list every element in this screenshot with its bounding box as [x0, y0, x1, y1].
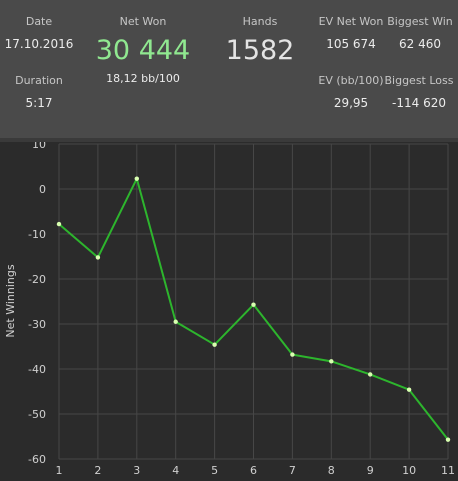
hands-label: Hands	[242, 15, 278, 28]
duration-value: 5:17	[25, 96, 53, 110]
ev-bb100-label: EV (bb/100)	[318, 74, 384, 87]
net-winnings-line-chart: 10 0 -10 -20 -30 -40 -50 -60 1 2 3 4 5 6 7 8 9 10 11 Net …	[4, 138, 456, 477]
panel-divider	[0, 138, 458, 142]
date-label: Date	[25, 15, 53, 28]
y-tick-label: -50	[28, 408, 46, 421]
y-tick-label: -20	[28, 273, 46, 286]
chart-grid	[58, 143, 449, 460]
y-tick-label: -40	[28, 363, 46, 376]
x-tick-label: 8	[328, 464, 335, 477]
y-tick-label: -60	[28, 453, 46, 466]
data-point	[56, 221, 62, 227]
data-point	[368, 372, 373, 377]
biggest-loss-label: Biggest Loss	[384, 74, 454, 87]
x-tick-label: 10	[402, 464, 416, 477]
stats-panel: Date 17.10.2016 Duration 5:17 Net Won 30…	[0, 0, 458, 142]
x-axis-ticks: 1 2 3 4 5 6 7 8 9 10 11	[56, 464, 456, 477]
data-point	[290, 352, 295, 357]
x-tick-label: 11	[441, 464, 455, 477]
duration-label: Duration	[15, 74, 63, 87]
ev-bb100-value: 29,95	[333, 96, 369, 110]
net-won-value: 30 444	[95, 35, 191, 66]
data-point	[329, 359, 334, 364]
x-tick-label: 3	[133, 464, 140, 477]
data-point	[251, 302, 256, 307]
chart-series	[56, 176, 451, 442]
net-won-bb100: 18,12 bb/100	[106, 72, 180, 85]
x-tick-label: 2	[94, 464, 101, 477]
data-point	[406, 387, 412, 392]
data-point	[95, 255, 101, 260]
net-winnings-chart: 10 0 -10 -20 -30 -40 -50 -60 1 2 3 4 5 6 7 8 9 10 11 Net …	[0, 138, 458, 477]
y-axis-label: Net Winnings	[4, 264, 17, 337]
date-value: 17.10.2016	[4, 37, 74, 51]
data-point	[173, 319, 178, 324]
y-tick-label: 10	[32, 142, 46, 151]
hands-value: 1582	[225, 35, 295, 66]
ev-net-won-value: 105 674	[326, 37, 376, 51]
y-tick-label: -30	[28, 318, 46, 331]
biggest-win-label: Biggest Win	[387, 15, 453, 28]
y-tick-label: 0	[39, 183, 46, 196]
x-tick-label: 5	[211, 464, 218, 477]
x-tick-label: 6	[250, 464, 257, 477]
biggest-win-value: 62 460	[399, 37, 441, 51]
data-point	[445, 437, 451, 442]
biggest-loss-value: -114 620	[392, 96, 446, 110]
x-tick-label: 4	[172, 464, 179, 477]
x-tick-label: 9	[367, 464, 374, 477]
x-tick-label: 7	[289, 464, 296, 477]
net-won-label: Net Won	[119, 15, 167, 28]
y-tick-label: -10	[28, 228, 46, 241]
ev-net-won-label: EV Net Won	[318, 15, 384, 28]
x-tick-label: 1	[56, 464, 63, 477]
y-axis-ticks: 10 0 -10 -20 -30 -40 -50 -60	[28, 138, 46, 466]
data-point	[212, 342, 217, 347]
data-point	[134, 176, 139, 181]
